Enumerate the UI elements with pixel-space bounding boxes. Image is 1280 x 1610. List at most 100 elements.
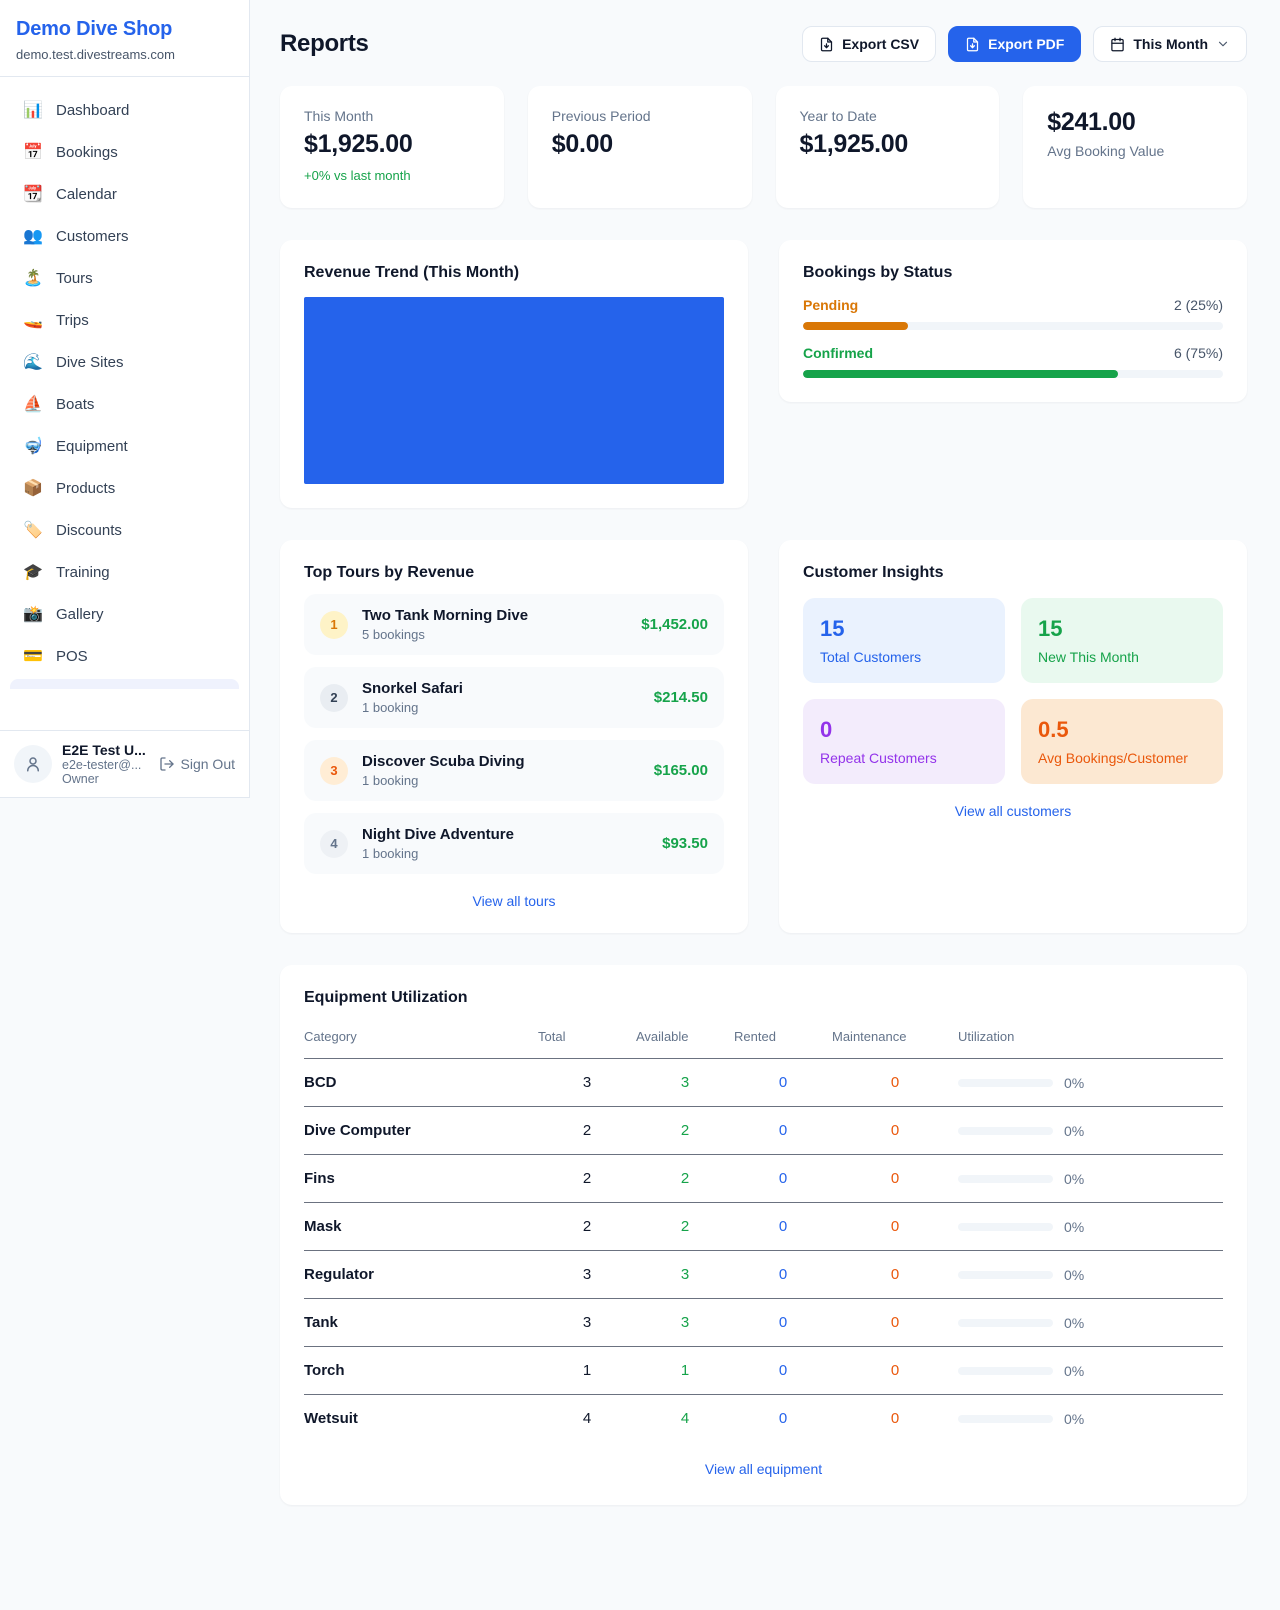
equipment-table: Category Total Available Rented Maintena… [304,1017,1223,1442]
sidebar-item-label: Boats [56,395,95,413]
insight-value: 0.5 [1038,717,1069,742]
tour-row[interactable]: 3 Discover Scuba Diving 1 booking $165.0… [304,740,724,801]
period-dropdown[interactable]: This Month [1093,26,1247,62]
sidebar-item-dive-sites[interactable]: 🌊 Dive Sites [10,343,239,381]
sign-out-button[interactable]: Sign Out [159,756,235,772]
stat-cards: This Month $1,925.00 +0% vs last month P… [280,86,1247,208]
utilization-cell: 0% [958,1315,1223,1331]
calendar-date-icon: 📅 [23,144,43,161]
stat-value: $1,925.00 [799,130,909,158]
user-role: Owner [62,772,99,786]
insight-label: New This Month [1038,649,1139,665]
sidebar-item-tours[interactable]: 🏝️ Tours [10,259,239,297]
sidebar-item-dashboard[interactable]: 📊 Dashboard [10,91,239,129]
view-all-equipment-link[interactable]: View all equipment [704,1461,823,1477]
table-row: BCD 3 3 0 0 0% [304,1058,1223,1107]
stat-card-this-month: This Month $1,925.00 +0% vs last month [280,86,504,208]
charts-row: Revenue Trend (This Month) Bookings by S… [280,240,1247,508]
col-utilization: Utilization [958,1017,1223,1059]
tour-bookings: 5 bookings [362,627,425,642]
revenue-trend-title: Revenue Trend (This Month) [304,264,520,281]
utilization-cell: 0% [958,1123,1223,1139]
tour-name: Snorkel Safari [362,680,463,697]
sidebar-item-label: Dashboard [56,101,130,119]
export-csv-label: Export CSV [842,36,920,52]
utilization-cell: 0% [958,1075,1223,1091]
file-download-icon [820,37,833,51]
status-label: Confirmed [803,345,873,361]
tour-amount: $1,452.00 [641,616,708,633]
customer-insights-title: Customer Insights [803,564,944,581]
sidebar-item-calendar[interactable]: 📆 Calendar [10,175,239,213]
table-row: Regulator 3 3 0 0 0% [304,1250,1223,1299]
sidebar-item-label: Products [56,479,116,497]
status-count: 2 (25%) [1173,297,1223,313]
table-row: Fins 2 2 0 0 0% [304,1154,1223,1203]
status-row-pending: Pending 2 (25%) [803,297,1223,330]
view-all-customers-link[interactable]: View all customers [954,803,1072,819]
export-csv-button[interactable]: Export CSV [802,26,937,62]
stat-value: $241.00 [1047,108,1136,136]
utilization-cell: 0% [958,1219,1223,1235]
view-all-tours-link[interactable]: View all tours [472,893,556,909]
tour-bookings: 1 booking [362,846,419,861]
tag-icon: 🏷️ [23,522,43,539]
utilization-cell: 0% [958,1267,1223,1283]
sidebar-item-training[interactable]: 🎓 Training [10,553,239,591]
camera-icon: 📸 [23,606,43,623]
sidebar-item-equipment[interactable]: 🤿 Equipment [10,427,239,465]
sidebar-item-discounts[interactable]: 🏷️ Discounts [10,511,239,549]
user-panel: E2E Test U... e2e-tester@... Owner Sign … [0,730,249,797]
sidebar-item-label: Bookings [56,143,118,161]
sailboat-icon: ⛵ [23,396,43,413]
sidebar-item-products[interactable]: 📦 Products [10,469,239,507]
stat-card-avg-booking-value: $241.00 Avg Booking Value [1023,86,1247,208]
brand: Demo Dive Shop demo.test.divestreams.com [0,0,249,77]
island-icon: 🏝️ [23,270,43,287]
sign-out-label: Sign Out [180,756,235,772]
stat-label: This Month [304,108,374,124]
tour-row[interactable]: 4 Night Dive Adventure 1 booking $93.50 [304,813,724,874]
status-count: 6 (75%) [1173,345,1223,361]
revenue-trend-chart [304,297,724,484]
stat-value: $1,925.00 [304,130,413,158]
rank-badge: 3 [320,756,348,785]
sidebar-item-label: Calendar [56,185,117,203]
export-pdf-button[interactable]: Export PDF [948,26,1082,62]
user-meta: E2E Test U... e2e-tester@... Owner [62,742,149,786]
stat-value: $0.00 [551,130,613,158]
page-title: Reports [280,30,369,57]
export-pdf-label: Export PDF [988,36,1065,52]
customer-insights-card: Customer Insights 15 Total Customers 15 … [779,540,1247,933]
stat-label: Avg Booking Value [1047,143,1165,159]
table-row: Wetsuit 4 4 0 0 0% [304,1395,1223,1443]
sidebar-item-label: Training [56,563,110,581]
calendar-icon [1111,37,1125,51]
wave-icon: 🌊 [23,354,43,371]
sidebar-item-reports[interactable] [10,679,239,689]
tour-amount: $93.50 [662,835,708,852]
insight-value: 15 [820,616,845,641]
stat-card-year-to-date: Year to Date $1,925.00 [775,86,1000,208]
file-download-icon [966,37,979,51]
col-maintenance: Maintenance [832,1017,958,1059]
tour-row[interactable]: 2 Snorkel Safari 1 booking $214.50 [304,667,724,728]
sidebar-item-boats[interactable]: ⛵ Boats [10,385,239,423]
bar-chart-icon: 📊 [23,102,43,119]
stat-change: +0% vs last month [304,168,411,183]
sidebar-item-gallery[interactable]: 📸 Gallery [10,595,239,633]
insight-label: Avg Bookings/Customer [1038,750,1188,766]
user-name: E2E Test U... [62,742,146,758]
sidebar-item-trips[interactable]: 🚤 Trips [10,301,239,339]
bookings-by-status-card: Bookings by Status Pending 2 (25%) Confi… [779,240,1247,402]
sidebar-item-customers[interactable]: 👥 Customers [10,217,239,255]
credit-card-icon: 💳 [23,648,43,665]
insight-label: Total Customers [820,649,922,665]
header-actions: Export CSV Export PDF This Month [802,26,1247,62]
progress-track [803,322,1223,330]
sidebar-item-label: Equipment [56,437,128,455]
sidebar-item-bookings[interactable]: 📅 Bookings [10,133,239,171]
sidebar-item-pos[interactable]: 💳 POS [10,637,239,675]
rank-badge: 2 [320,683,348,712]
tour-row[interactable]: 1 Two Tank Morning Dive 5 bookings $1,45… [304,594,724,655]
